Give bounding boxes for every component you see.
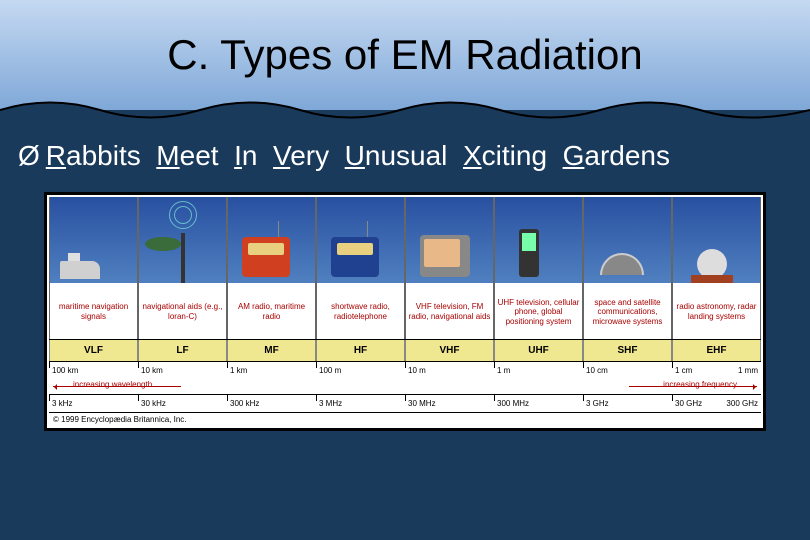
wavelength-row: 100 km 10 km 1 km 100 m 10 m 1 m 10 cm 1… [49, 361, 761, 379]
bullet-icon: Ø [18, 140, 40, 171]
mn-m: M [156, 140, 179, 171]
fq-5: 300 MHz [497, 399, 529, 408]
band-lf: LF [138, 340, 227, 361]
wl-0: 100 km [52, 366, 78, 375]
fq-4: 30 MHz [408, 399, 436, 408]
mnemonic-line: ØRabbits Meet In Very Unusual Xciting Ga… [18, 140, 792, 172]
copyright-line: © 1999 Encyclopædia Britannica, Inc. [49, 412, 761, 426]
label-uhf: UHF television, cellular phone, global p… [495, 283, 582, 339]
mn-g: G [563, 140, 585, 171]
arrow-row: increasing wavelength increasing frequen… [49, 379, 761, 394]
wave-divider [0, 95, 810, 125]
col-uhf: UHF television, cellular phone, global p… [494, 197, 583, 339]
wl-end: 1 mm [738, 366, 758, 375]
em-spectrum-chart: maritime navigation signals navigational… [44, 192, 766, 431]
mn-i: I [234, 140, 242, 171]
band-row: VLF LF MF HF VHF UHF SHF EHF [49, 339, 761, 361]
fq-1: 30 kHz [141, 399, 166, 408]
band-shf: SHF [583, 340, 672, 361]
col-vhf: VHF television, FM radio, navigational a… [405, 197, 494, 339]
mn-u: U [345, 140, 365, 171]
wl-1: 10 km [141, 366, 163, 375]
wl-5: 1 m [497, 366, 510, 375]
wl-6: 10 cm [586, 366, 608, 375]
band-vlf: VLF [49, 340, 138, 361]
band-mf: MF [227, 340, 316, 361]
wl-3: 100 m [319, 366, 341, 375]
fq-2: 300 kHz [230, 399, 259, 408]
wl-2: 1 km [230, 366, 247, 375]
label-vhf: VHF television, FM radio, navigational a… [406, 283, 493, 339]
fq-7: 30 GHz [675, 399, 702, 408]
wl-7: 1 cm [675, 366, 692, 375]
col-lf: navigational aids (e.g., loran-C) [138, 197, 227, 339]
fq-0: 3 kHz [52, 399, 72, 408]
mn-r: R [46, 140, 66, 171]
frequency-row: 3 kHz 30 kHz 300 kHz 3 MHz 30 MHz 300 MH… [49, 394, 761, 412]
arrow-label-wavelength: increasing wavelength [73, 380, 152, 389]
arrow-label-frequency: increasing frequency [663, 380, 737, 389]
mn-v: V [273, 140, 290, 171]
band-vhf: VHF [405, 340, 494, 361]
label-vlf: maritime navigation signals [50, 283, 137, 339]
fq-3: 3 MHz [319, 399, 342, 408]
col-hf: shortwave radio, radiotelephone [316, 197, 405, 339]
slide-header: C. Types of EM Radiation [0, 0, 810, 110]
illustration-row: maritime navigation signals navigational… [49, 197, 761, 339]
wl-4: 10 m [408, 366, 426, 375]
label-ehf: radio astronomy, radar landing systems [673, 283, 760, 339]
band-uhf: UHF [494, 340, 583, 361]
col-shf: space and satellite communications, micr… [583, 197, 672, 339]
label-mf: AM radio, maritime radio [228, 283, 315, 339]
band-ehf: EHF [672, 340, 761, 361]
band-hf: HF [316, 340, 405, 361]
col-ehf: radio astronomy, radar landing systems [672, 197, 761, 339]
col-vlf: maritime navigation signals [49, 197, 138, 339]
slide-title: C. Types of EM Radiation [167, 31, 642, 79]
label-shf: space and satellite communications, micr… [584, 283, 671, 339]
mn-x: X [463, 140, 482, 171]
fq-6: 3 GHz [586, 399, 609, 408]
fq-end: 300 GHz [726, 399, 758, 408]
label-hf: shortwave radio, radiotelephone [317, 283, 404, 339]
col-mf: AM radio, maritime radio [227, 197, 316, 339]
label-lf: navigational aids (e.g., loran-C) [139, 283, 226, 339]
